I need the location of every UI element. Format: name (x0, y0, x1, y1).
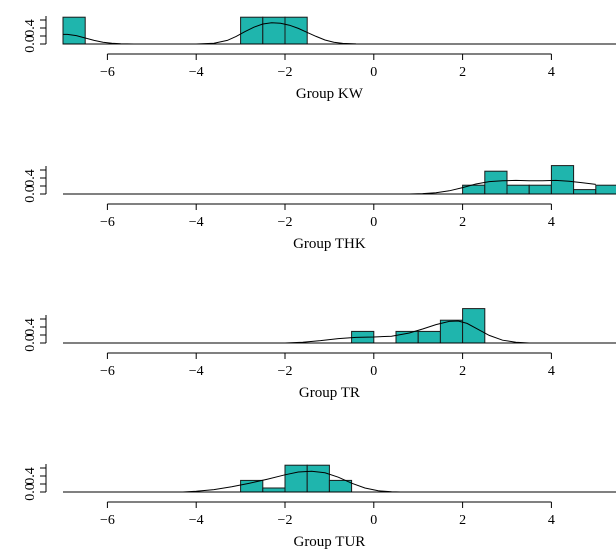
histogram-bar (528, 184, 552, 195)
x-tick-label: −6 (100, 513, 115, 528)
histogram-bar (573, 189, 597, 195)
x-tick-label: 4 (548, 65, 555, 80)
density-curve (63, 470, 596, 493)
histogram-bars (62, 16, 308, 45)
y-tick-label: 0.0 (23, 483, 38, 501)
x-axis-title: Group KW (296, 86, 364, 102)
x-tick-label: 0 (370, 364, 377, 379)
x-tick-label: −4 (189, 364, 204, 379)
x-tick-label: 4 (548, 364, 555, 379)
x-tick-label: 2 (459, 513, 466, 528)
x-tick-label: 2 (459, 215, 466, 230)
panel-1: −6 −4 −2 0 2 4 Group KW 0.00.4 (23, 16, 616, 102)
histogram-bar (439, 319, 464, 344)
x-tick-label: −6 (100, 65, 115, 80)
y-tick-label: 0.4 (23, 467, 38, 485)
histogram-bar (550, 165, 575, 195)
histogram-bar (262, 487, 286, 493)
histogram-bars (240, 464, 353, 493)
histogram-bar (462, 308, 486, 344)
histogram-bar (306, 464, 330, 493)
panel-3: −6 −4 −2 0 2 4 Group TR 0.00.4 (23, 308, 616, 401)
x-tick-label: −2 (278, 364, 293, 379)
histogram-bar (262, 16, 286, 45)
x-axis-title: Group TUR (293, 534, 365, 550)
histogram-bar (240, 16, 264, 45)
x-tick-label: −2 (278, 65, 293, 80)
x-tick-label: 4 (548, 513, 555, 528)
density-curve (63, 179, 596, 195)
x-tick-label: 2 (459, 364, 466, 379)
x-tick-label: −2 (278, 513, 293, 528)
x-tick-label: 0 (370, 215, 377, 230)
x-tick-label: −4 (189, 65, 204, 80)
y-tick-label: 0.0 (23, 35, 38, 53)
histogram-bar (506, 184, 530, 195)
x-tick-label: −4 (189, 513, 204, 528)
x-tick-label: −2 (278, 215, 293, 230)
x-tick-label: −6 (100, 364, 115, 379)
histogram-bar (284, 464, 308, 493)
histogram-bar (417, 330, 441, 344)
histogram-bars (351, 308, 486, 344)
x-tick-label: −6 (100, 215, 115, 230)
y-tick-label: 0.0 (23, 334, 38, 352)
x-tick-label: 0 (370, 65, 377, 80)
x-tick-label: 2 (459, 65, 466, 80)
histogram-bar (62, 16, 86, 45)
y-tick-label: 0.4 (23, 169, 38, 187)
x-tick-label: 0 (370, 513, 377, 528)
histogram-bars (462, 165, 616, 195)
y-tick-label: 0.4 (23, 19, 38, 37)
histogram-bar (484, 170, 508, 195)
panel-2: −6 −4 −2 0 2 4 Group THK 0.00.4 (23, 165, 616, 252)
histogram-bar (240, 479, 264, 493)
histogram-bar (595, 184, 616, 195)
x-axis-title: Group THK (293, 236, 366, 252)
x-tick-label: −4 (189, 215, 204, 230)
y-tick-label: 0.0 (23, 185, 38, 203)
x-tick-label: 4 (548, 215, 555, 230)
y-tick-label: 0.4 (23, 318, 38, 336)
x-axis-title: Group TR (299, 385, 360, 401)
density-curve (63, 320, 596, 344)
panel-4: −6 −4 −2 0 2 4 Group TUR 0.00.4 (23, 464, 616, 550)
density-curve (63, 22, 596, 45)
